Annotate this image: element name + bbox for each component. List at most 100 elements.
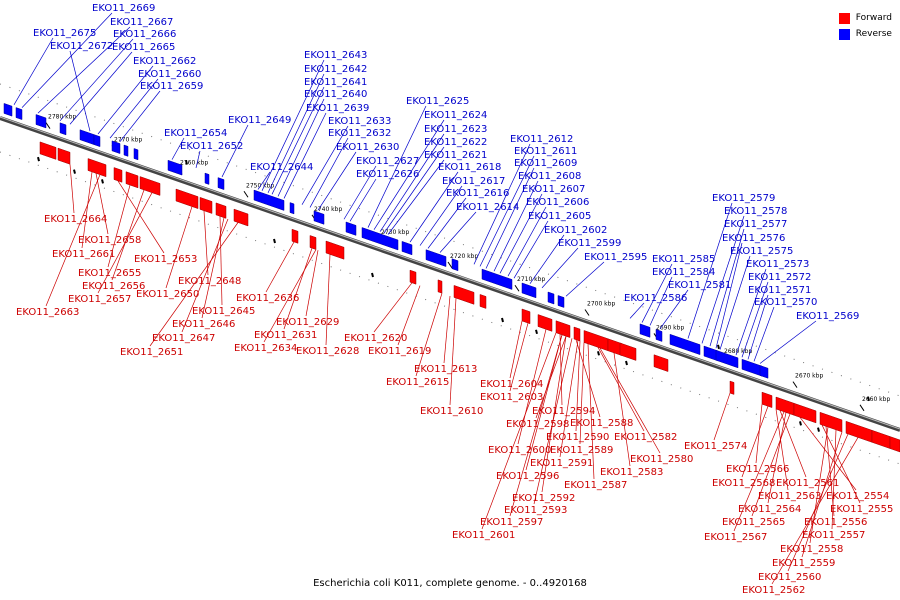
tick-label: 2670 kbp bbox=[795, 373, 823, 380]
forward-gene-label: EKO11_2648 bbox=[178, 276, 241, 287]
forward-gene bbox=[113, 167, 123, 183]
reverse-leader bbox=[719, 255, 751, 350]
reverse-gene-label: EKO11_2579 bbox=[712, 193, 775, 204]
forward-leader bbox=[517, 329, 547, 445]
reverse-gene-label: EKO11_2616 bbox=[446, 188, 509, 199]
forward-gene-label: EKO11_2619 bbox=[368, 346, 431, 357]
reverse-leader bbox=[309, 137, 349, 208]
forward-gene-label: EKO11_2562 bbox=[742, 585, 805, 596]
tick-label: 2740 kbp bbox=[314, 206, 342, 213]
forward-gene-label: EKO11_2560 bbox=[758, 572, 821, 583]
reverse-gene bbox=[547, 291, 555, 305]
forward-leader bbox=[751, 413, 791, 517]
tick-mark bbox=[859, 404, 865, 412]
reverse-gene-label: EKO11_2569 bbox=[796, 311, 859, 322]
forward-leader bbox=[613, 352, 631, 467]
forward-gene-label: EKO11_2582 bbox=[614, 432, 677, 443]
reverse-gene-label: EKO11_2669 bbox=[92, 3, 155, 14]
forward-gene-label: EKO11_2615 bbox=[386, 377, 449, 388]
reverse-leader bbox=[479, 155, 535, 267]
forward-gene bbox=[819, 411, 843, 433]
reverse-leader bbox=[59, 38, 134, 122]
reverse-leader bbox=[69, 50, 91, 132]
forward-gene-label: EKO11_2558 bbox=[780, 544, 843, 555]
reverse-leader bbox=[373, 119, 445, 230]
forward-gene bbox=[453, 285, 475, 305]
reverse-gene-label: EKO11_2627 bbox=[356, 156, 419, 167]
marker bbox=[597, 351, 600, 356]
reverse-leader bbox=[119, 90, 161, 142]
tick-label: 2730 kbp bbox=[381, 229, 409, 236]
reverse-gene-label: EKO11_2576 bbox=[722, 233, 785, 244]
reverse-leader bbox=[565, 261, 605, 297]
forward-leader bbox=[767, 412, 787, 504]
legend-reverse-label: Reverse bbox=[855, 29, 892, 39]
reverse-leader bbox=[747, 294, 769, 360]
forward-leader bbox=[201, 217, 225, 319]
reverse-leader bbox=[715, 242, 743, 349]
reverse-gene bbox=[111, 140, 121, 154]
reverse-leader bbox=[735, 268, 767, 356]
reverse-leader bbox=[261, 59, 325, 191]
forward-gene bbox=[87, 158, 107, 178]
reverse-leader bbox=[271, 86, 325, 195]
forward-leader bbox=[509, 322, 529, 392]
forward-gene bbox=[409, 269, 417, 285]
reverse-leader bbox=[367, 105, 427, 228]
forward-gene-label: EKO11_2574 bbox=[684, 441, 747, 452]
reverse-gene-label: EKO11_2575 bbox=[730, 246, 793, 257]
tick-mark bbox=[514, 284, 520, 292]
forward-gene-label: EKO11_2620 bbox=[344, 333, 407, 344]
forward-leader bbox=[449, 298, 457, 406]
reverse-leader bbox=[427, 197, 467, 249]
reverse-gene-label: EKO11_2623 bbox=[424, 124, 487, 135]
reverse-gene-label: EKO11_2630 bbox=[336, 142, 399, 153]
reverse-leader bbox=[473, 143, 531, 265]
forward-gene-label: EKO11_2565 bbox=[722, 517, 785, 528]
marker bbox=[717, 344, 720, 350]
forward-gene bbox=[537, 314, 553, 332]
forward-leader bbox=[831, 429, 837, 530]
reverse-leader bbox=[649, 276, 673, 326]
forward-leader bbox=[165, 206, 193, 289]
reverse-gene-label: EKO11_2662 bbox=[133, 56, 196, 67]
tick-mark bbox=[584, 309, 590, 316]
forward-leader bbox=[599, 347, 661, 454]
forward-gene-label: EKO11_2603 bbox=[480, 392, 543, 403]
forward-gene bbox=[775, 396, 795, 416]
forward-gene-label: EKO11_2631 bbox=[254, 330, 317, 341]
forward-gene bbox=[729, 380, 735, 395]
forward-leader bbox=[733, 411, 785, 532]
reverse-gene-label: EKO11_2666 bbox=[113, 29, 176, 40]
reverse-gene-label: EKO11_2609 bbox=[514, 158, 577, 169]
reverse-leader bbox=[499, 193, 543, 274]
forward-gene-label: EKO11_2650 bbox=[136, 289, 199, 300]
reverse-leader bbox=[687, 202, 733, 339]
reverse-gene bbox=[425, 249, 447, 267]
legend-forward-swatch bbox=[838, 12, 850, 24]
reverse-gene bbox=[345, 221, 357, 236]
forward-gene-label: EKO11_2636 bbox=[236, 293, 299, 304]
reverse-leader bbox=[349, 178, 377, 222]
tick-label: 2760 kbp bbox=[180, 159, 208, 166]
reverse-gene-label: EKO11_2633 bbox=[328, 116, 391, 127]
tick-label: 2700 kbp bbox=[587, 300, 615, 307]
reverse-leader bbox=[257, 171, 271, 190]
reverse-leader bbox=[541, 247, 579, 289]
reverse-leader bbox=[343, 165, 377, 220]
forward-gene bbox=[57, 147, 71, 165]
forward-gene bbox=[175, 188, 199, 209]
forward-gene-label: EKO11_2658 bbox=[78, 235, 141, 246]
marker bbox=[817, 427, 820, 432]
backbone-highlight bbox=[0, 116, 900, 430]
forward-gene-label: EKO11_2594 bbox=[532, 406, 595, 417]
reverse-gene-label: EKO11_2642 bbox=[304, 64, 367, 75]
forward-leader bbox=[181, 218, 229, 333]
reverse-gene-label: EKO11_2605 bbox=[528, 211, 591, 222]
forward-gene-label: EKO11_2564 bbox=[738, 504, 801, 515]
reverse-gene-label: EKO11_2625 bbox=[406, 96, 469, 107]
reverse-gene bbox=[35, 114, 47, 129]
reverse-gene-label: EKO11_2595 bbox=[584, 252, 647, 263]
reverse-gene-label: EKO11_2617 bbox=[442, 176, 505, 187]
